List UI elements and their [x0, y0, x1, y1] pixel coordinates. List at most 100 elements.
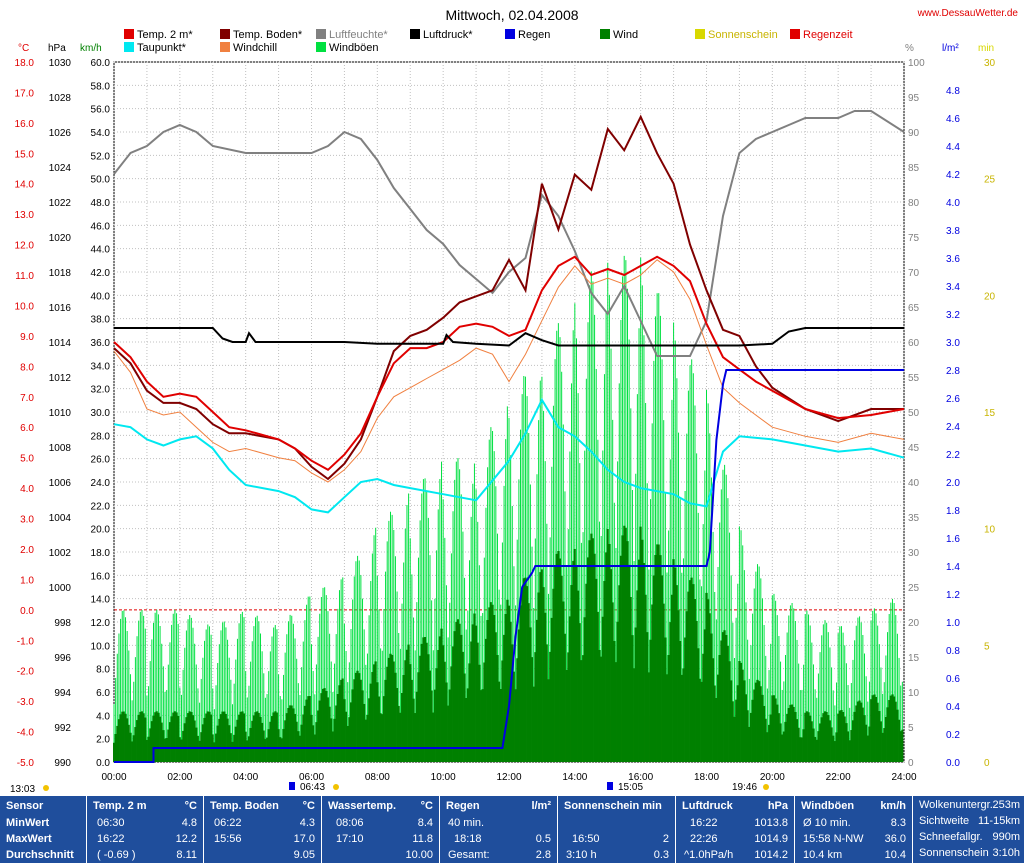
max-label: MaxWert — [6, 833, 52, 845]
druck-block: Luftdruck hPa 16:22 1013.8 22:26 1014.9 ^1.… — [676, 796, 795, 863]
rain-tick: 1.2 — [946, 590, 960, 601]
temp-tick: 17.0 — [15, 88, 35, 99]
temp-tick: 15.0 — [15, 149, 35, 160]
wind-tick: 4.0 — [96, 711, 110, 722]
temp-unit: °C — [18, 43, 29, 54]
humidity-tick: 35 — [908, 513, 920, 524]
rain-unit: l/m² — [942, 43, 959, 54]
wind-tick: 38.0 — [91, 315, 111, 326]
sonne-block: Sonnenschein min 16:50 2 3:10 h 0.3 — [558, 796, 676, 863]
temp-tick: 5.0 — [20, 454, 34, 465]
legend-swatch — [316, 29, 326, 39]
tempboden-block: Temp. Boden °C 06:22 4.3 15:56 17.0 9.05 — [204, 796, 322, 863]
druck-max-value: 1014.9 — [754, 833, 788, 845]
moonset-icon — [43, 785, 49, 791]
regen-total-label: Gesamt: — [448, 849, 490, 861]
humidity-tick: 0 — [908, 758, 914, 769]
legend-swatch — [790, 29, 800, 39]
druck-trend: ^1.0hPa/h — [684, 849, 734, 861]
temp-tick: 4.0 — [20, 484, 34, 495]
humidity-tick: 30 — [908, 548, 920, 559]
humidity-unit: % — [905, 43, 914, 54]
rain-tick: 1.4 — [946, 562, 960, 573]
rain-tick: 1.8 — [946, 506, 960, 517]
sonne-title: Sonnenschein min — [564, 800, 662, 812]
humidity-tick: 5 — [908, 723, 914, 734]
schnee-value: 990m — [992, 831, 1020, 843]
tempboden-unit: °C — [302, 800, 315, 812]
sensor-title: Sensor — [6, 800, 44, 812]
druck-min-value: 1013.8 — [754, 817, 788, 829]
wasser-max-time: 17:10 — [336, 833, 364, 845]
pressure-tick: 1020 — [49, 233, 72, 244]
sunset-label: 19:46 — [732, 782, 757, 793]
legend-label: Regen — [518, 29, 550, 41]
series-line-luftfeuchte- — [113, 110, 905, 357]
wind-tick: 46.0 — [91, 221, 111, 232]
sun-unit: min — [978, 43, 994, 54]
sunrise-label: 06:43 — [300, 782, 325, 793]
regen-duration: 40 min. — [448, 817, 485, 829]
rain-tick: 2.6 — [946, 394, 960, 405]
pressure-tick: 1012 — [49, 373, 72, 384]
wind-tick: 24.0 — [91, 478, 111, 489]
legend-swatch — [316, 42, 326, 52]
tempboden-min-value: 4.3 — [299, 817, 315, 829]
rain-tick: 2.2 — [946, 450, 960, 461]
humidity-tick: 100 — [908, 58, 925, 69]
legend-label: Temp. 2 m* — [137, 29, 193, 41]
x-tick-label: 22:00 — [826, 772, 851, 783]
wind-tick: 56.0 — [91, 105, 111, 116]
wind-tick: 34.0 — [91, 361, 111, 372]
rain-tick: 3.4 — [946, 282, 960, 293]
temp-tick: 7.0 — [20, 393, 34, 404]
wind-tick: 54.0 — [91, 128, 111, 139]
series-line-taupunkt- — [113, 397, 905, 514]
druck-title: Luftdruck — [682, 800, 733, 812]
legend-swatch — [695, 29, 705, 39]
tempboden-avg-value: 9.05 — [293, 849, 315, 861]
legend-label: Regenzeit — [803, 29, 853, 41]
wasser-min-time: 08:06 — [336, 817, 364, 829]
boeen-avg-value: 8.3 — [890, 817, 906, 829]
pressure-tick: 1010 — [49, 408, 72, 419]
misc-block: Wolkenuntergr. 253m Sichtweite 11-15km Sch… — [913, 796, 1024, 863]
x-tick-label: 08:00 — [365, 772, 390, 783]
pressure-tick: 1024 — [49, 163, 72, 174]
rain-tick: 3.8 — [946, 226, 960, 237]
wasser-avg-value: 10.00 — [405, 849, 433, 861]
temp-tick: 10.0 — [15, 301, 35, 312]
boeen-max-value: 36.0 — [884, 833, 906, 845]
temp-tick: -3.0 — [17, 697, 35, 708]
humidity-tick: 90 — [908, 128, 920, 139]
sun-tick: 30 — [984, 58, 996, 69]
avg-label: Durchschnitt — [6, 849, 74, 861]
min-label: MinWert — [6, 817, 50, 829]
regen-block: Regen l/m² 40 min. 18:18 0.5 Gesamt: 2.8 — [440, 796, 558, 863]
boeen-max-time: 15:58 N-NW — [803, 833, 864, 845]
temp2m-title: Temp. 2 m — [93, 800, 147, 812]
legend-swatch — [220, 29, 230, 39]
legend-label: Windchill — [233, 42, 277, 54]
legend-swatch — [124, 42, 134, 52]
humidity-tick: 80 — [908, 198, 920, 209]
humidity-tick: 40 — [908, 478, 920, 489]
pressure-unit: hPa — [48, 43, 66, 54]
rain-tick: 1.0 — [946, 618, 960, 629]
wind-tick: 2.0 — [96, 735, 110, 746]
pressure-tick: 1028 — [49, 93, 72, 104]
site-link[interactable]: www.DessauWetter.de — [917, 8, 1019, 19]
boeen-mean: 10.4 — [884, 849, 906, 861]
x-tick-label: 00:00 — [101, 772, 126, 783]
regen-title: Regen — [446, 800, 480, 812]
series-line-luftdruck- — [114, 327, 904, 347]
humidity-tick: 50 — [908, 408, 920, 419]
rain-tick: 2.0 — [946, 478, 960, 489]
wasser-title: Wassertemp. — [328, 800, 397, 812]
wind-tick: 6.0 — [96, 688, 110, 699]
boeen-unit: km/h — [880, 800, 906, 812]
temp-tick: -5.0 — [17, 758, 35, 769]
legend-label: Sonnenschein — [708, 29, 778, 41]
series-line-temp-2-m- — [113, 255, 905, 472]
pressure-tick: 994 — [54, 688, 71, 699]
